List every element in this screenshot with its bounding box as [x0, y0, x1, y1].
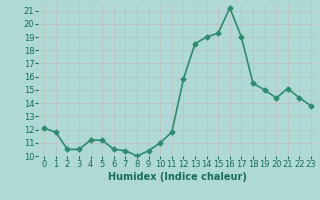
X-axis label: Humidex (Indice chaleur): Humidex (Indice chaleur): [108, 172, 247, 182]
